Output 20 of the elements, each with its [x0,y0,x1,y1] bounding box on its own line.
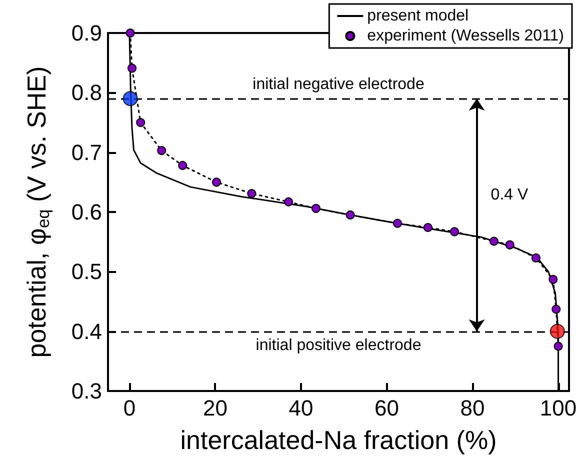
y-tick-label: 0.7 [71,140,102,165]
y-tick-label: 0.8 [71,80,102,106]
y-axis-title: potential, φeq (V vs. SHE) [22,66,53,358]
x-tick-label: 80 [460,396,485,420]
y-tick-label: 0.3 [71,378,102,404]
x-axis-title: intercalated-Na fraction (%) [180,425,497,455]
x-tick-label: 20 [202,396,228,420]
y-tick-label: 0.5 [71,259,102,284]
ref-line-label: initial negative electrode [252,76,424,94]
ref-line-label: initial positive electrode [256,336,422,354]
x-tick-label: 40 [288,396,314,420]
y-tick-label: 0.6 [71,200,102,224]
y-tick-label: 0.4 [71,318,102,344]
annotation: 0.4 V [490,186,528,204]
legend-label: experiment (Wessells 2011) [367,28,564,44]
y-tick-label: 0.9 [71,20,102,46]
legend-label: present model [367,8,469,24]
x-tick-label: 60 [374,396,399,420]
x-tick-label: 0 [123,396,136,420]
x-tick-label: 100 [540,396,577,420]
